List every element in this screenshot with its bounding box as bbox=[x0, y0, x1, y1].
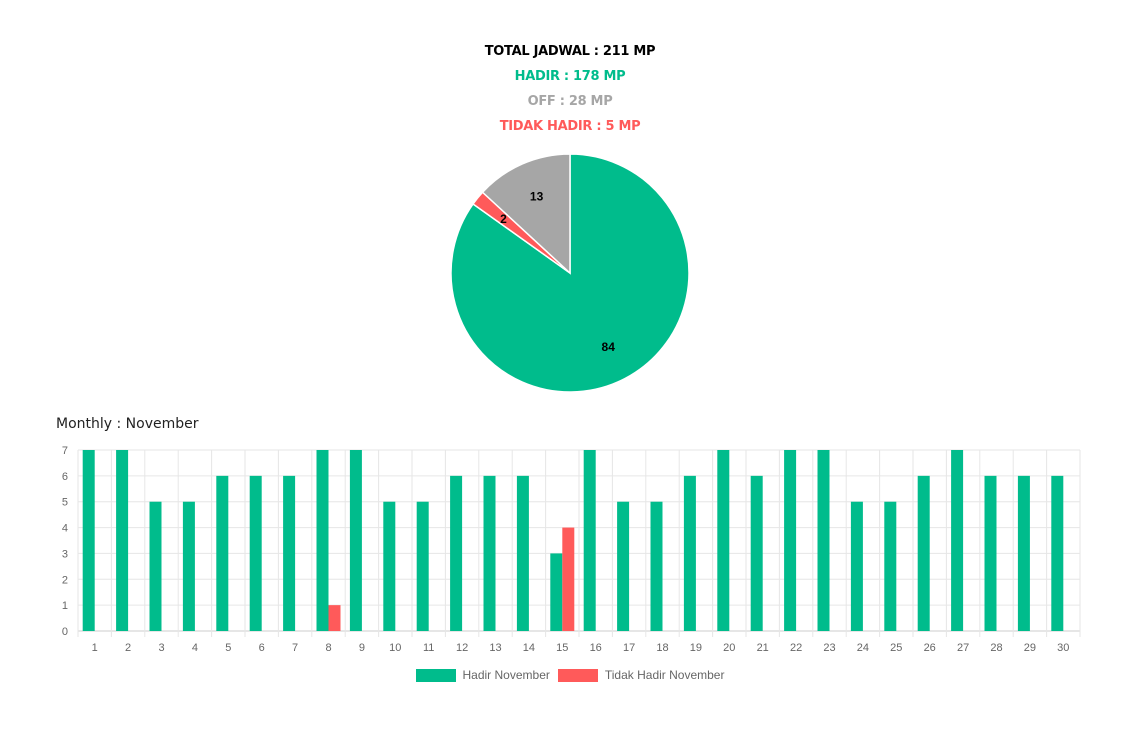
y-tick-label: 6 bbox=[62, 471, 68, 483]
x-tick-label: 29 bbox=[1024, 642, 1036, 654]
bar-hadir-4[interactable] bbox=[182, 501, 195, 631]
attendance-pie-chart: 84 2 13 bbox=[450, 153, 690, 393]
legend-item-tidak-hadir[interactable]: Tidak Hadir November bbox=[557, 668, 725, 682]
x-tick-label: 24 bbox=[857, 642, 869, 654]
bar-hadir-10[interactable] bbox=[383, 501, 396, 631]
bar-hadir-30[interactable] bbox=[1051, 475, 1064, 631]
x-tick-label: 2 bbox=[125, 642, 131, 654]
bar-hadir-27[interactable] bbox=[951, 450, 964, 631]
bar-hadir-16[interactable] bbox=[583, 450, 596, 631]
bar-hadir-3[interactable] bbox=[149, 501, 162, 631]
x-tick-label: 14 bbox=[523, 642, 535, 654]
monthly-chart-title: Monthly : November bbox=[56, 416, 199, 432]
x-tick-label: 17 bbox=[623, 642, 635, 654]
x-tick-label: 16 bbox=[590, 642, 602, 654]
x-tick-label: 1 bbox=[92, 642, 98, 654]
y-tick-label: 1 bbox=[62, 600, 68, 612]
hadir-label: HADIR : 178 MP bbox=[514, 69, 626, 84]
x-tick-label: 13 bbox=[489, 642, 501, 654]
legend-label-hadir: Hadir November bbox=[462, 668, 550, 682]
bar-chart-legend: Hadir November Tidak Hadir November bbox=[0, 668, 1140, 682]
total-jadwal-label: TOTAL JADWAL : 211 MP bbox=[484, 44, 656, 59]
x-tick-label: 9 bbox=[359, 642, 365, 654]
bar-hadir-18[interactable] bbox=[650, 501, 663, 631]
legend-swatch-hadir bbox=[415, 668, 456, 682]
x-tick-label: 4 bbox=[192, 642, 198, 654]
bar-tidak-hadir-15[interactable] bbox=[562, 527, 575, 631]
bar-hadir-22[interactable] bbox=[784, 450, 797, 631]
x-tick-label: 10 bbox=[389, 642, 401, 654]
legend-label-tidak-hadir: Tidak Hadir November bbox=[604, 668, 725, 682]
bar-tidak-hadir-8[interactable] bbox=[328, 605, 341, 631]
x-tick-label: 26 bbox=[924, 642, 936, 654]
x-tick-label: 22 bbox=[790, 642, 802, 654]
x-tick-label: 28 bbox=[990, 642, 1002, 654]
x-tick-label: 15 bbox=[556, 642, 568, 654]
bar-hadir-8[interactable] bbox=[316, 450, 329, 631]
x-tick-label: 19 bbox=[690, 642, 702, 654]
pie-value-label-2: 13 bbox=[530, 190, 544, 204]
y-tick-label: 0 bbox=[62, 626, 68, 638]
x-tick-label: 23 bbox=[823, 642, 835, 654]
y-tick-label: 4 bbox=[62, 523, 68, 535]
bar-hadir-24[interactable] bbox=[850, 501, 863, 631]
off-label: OFF : 28 MP bbox=[527, 94, 613, 109]
bar-hadir-2[interactable] bbox=[116, 450, 129, 631]
x-tick-label: 11 bbox=[423, 642, 434, 654]
bar-hadir-13[interactable] bbox=[483, 475, 496, 631]
y-tick-label: 7 bbox=[62, 445, 68, 457]
x-tick-label: 30 bbox=[1057, 642, 1069, 654]
pie-slice-2[interactable] bbox=[481, 153, 571, 275]
bar-hadir-5[interactable] bbox=[216, 475, 229, 631]
bar-hadir-7[interactable] bbox=[283, 475, 296, 631]
bar-hadir-19[interactable] bbox=[683, 475, 696, 631]
x-tick-label: 20 bbox=[723, 642, 735, 654]
bar-hadir-11[interactable] bbox=[416, 501, 429, 631]
bar-hadir-9[interactable] bbox=[349, 450, 362, 631]
bar-hadir-23[interactable] bbox=[817, 450, 830, 631]
legend-swatch-tidak-hadir bbox=[557, 668, 598, 682]
bar-hadir-21[interactable] bbox=[750, 475, 763, 631]
legend-item-hadir[interactable]: Hadir November bbox=[415, 668, 550, 682]
x-tick-label: 12 bbox=[456, 642, 468, 654]
pie-value-label-0: 84 bbox=[602, 340, 616, 354]
bar-hadir-14[interactable] bbox=[516, 475, 529, 631]
bar-hadir-25[interactable] bbox=[884, 501, 897, 631]
x-tick-label: 8 bbox=[325, 642, 331, 654]
x-tick-label: 7 bbox=[292, 642, 298, 654]
x-tick-label: 18 bbox=[656, 642, 668, 654]
bar-hadir-26[interactable] bbox=[917, 475, 930, 631]
tidak-hadir-label: TIDAK HADIR : 5 MP bbox=[499, 119, 641, 134]
bar-hadir-17[interactable] bbox=[617, 501, 630, 631]
x-tick-label: 27 bbox=[957, 642, 969, 654]
y-tick-label: 5 bbox=[62, 497, 68, 509]
x-tick-label: 5 bbox=[225, 642, 231, 654]
pie-value-label-1: 2 bbox=[500, 212, 507, 226]
y-tick-label: 3 bbox=[62, 548, 68, 560]
bar-hadir-28[interactable] bbox=[984, 475, 997, 631]
x-tick-label: 3 bbox=[158, 642, 164, 654]
x-tick-label: 6 bbox=[259, 642, 265, 654]
attendance-summary: TOTAL JADWAL : 211 MP HADIR : 178 MP OFF… bbox=[0, 42, 1140, 142]
bar-hadir-12[interactable] bbox=[450, 475, 463, 631]
x-tick-label: 21 bbox=[757, 642, 769, 654]
bar-hadir-6[interactable] bbox=[249, 475, 262, 631]
bar-hadir-20[interactable] bbox=[717, 450, 730, 631]
bar-hadir-1[interactable] bbox=[82, 450, 95, 631]
bar-hadir-15[interactable] bbox=[550, 553, 563, 631]
y-tick-label: 2 bbox=[62, 574, 68, 586]
bar-hadir-29[interactable] bbox=[1017, 475, 1030, 631]
x-tick-label: 25 bbox=[890, 642, 902, 654]
